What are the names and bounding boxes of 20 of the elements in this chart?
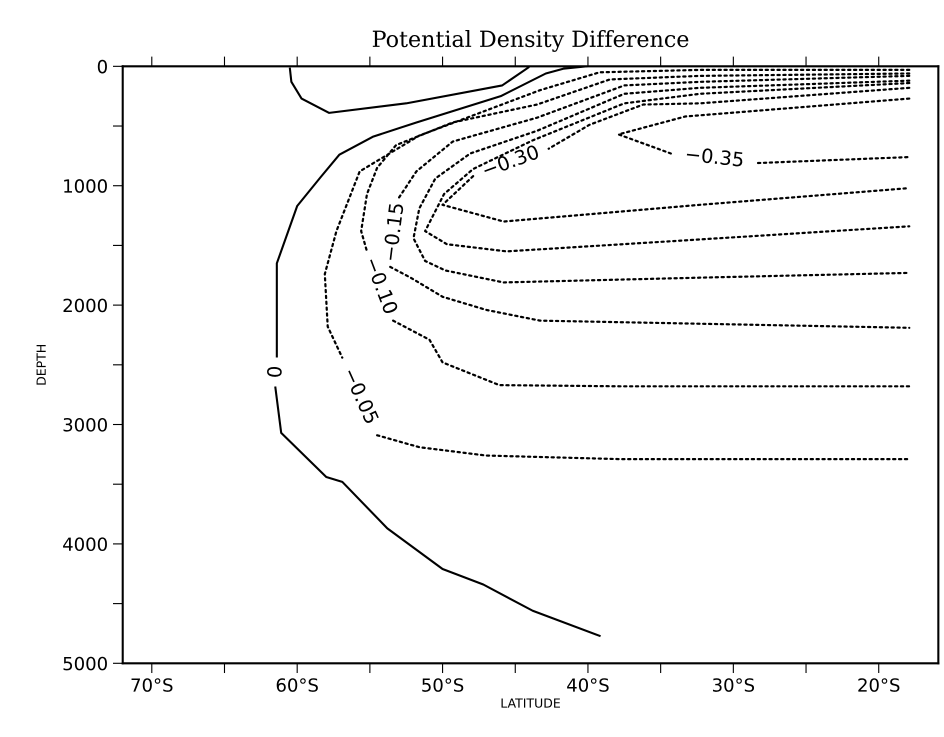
x-tick-label: 20°S: [858, 678, 900, 692]
text: 0: [266, 366, 282, 378]
x-tick-label: 70°S: [132, 678, 173, 692]
chart-title: Potential Density Difference: [372, 30, 688, 52]
x-tick-label: 60°S: [276, 678, 318, 692]
x-axis-title: LATITUDE: [502, 698, 560, 708]
y-axis-title: DEPTH: [36, 344, 46, 385]
x-tick-label: 30°S: [712, 678, 754, 692]
y-tick-label: 4000: [63, 537, 107, 552]
y-tick-label: 3000: [64, 418, 107, 432]
y-tick-label: 1000: [64, 179, 107, 193]
text: −0.15: [382, 203, 404, 261]
y-tick-label: 2000: [64, 298, 107, 312]
x-tick-label: 40°S: [567, 678, 609, 692]
text: −0.35: [686, 146, 744, 167]
x-tick-label: 50°S: [422, 678, 464, 692]
y-tick-label: 5000: [64, 656, 107, 670]
text: −0.05: [343, 367, 380, 424]
text: −0.30: [482, 144, 540, 178]
y-tick-label: 0: [98, 60, 107, 74]
